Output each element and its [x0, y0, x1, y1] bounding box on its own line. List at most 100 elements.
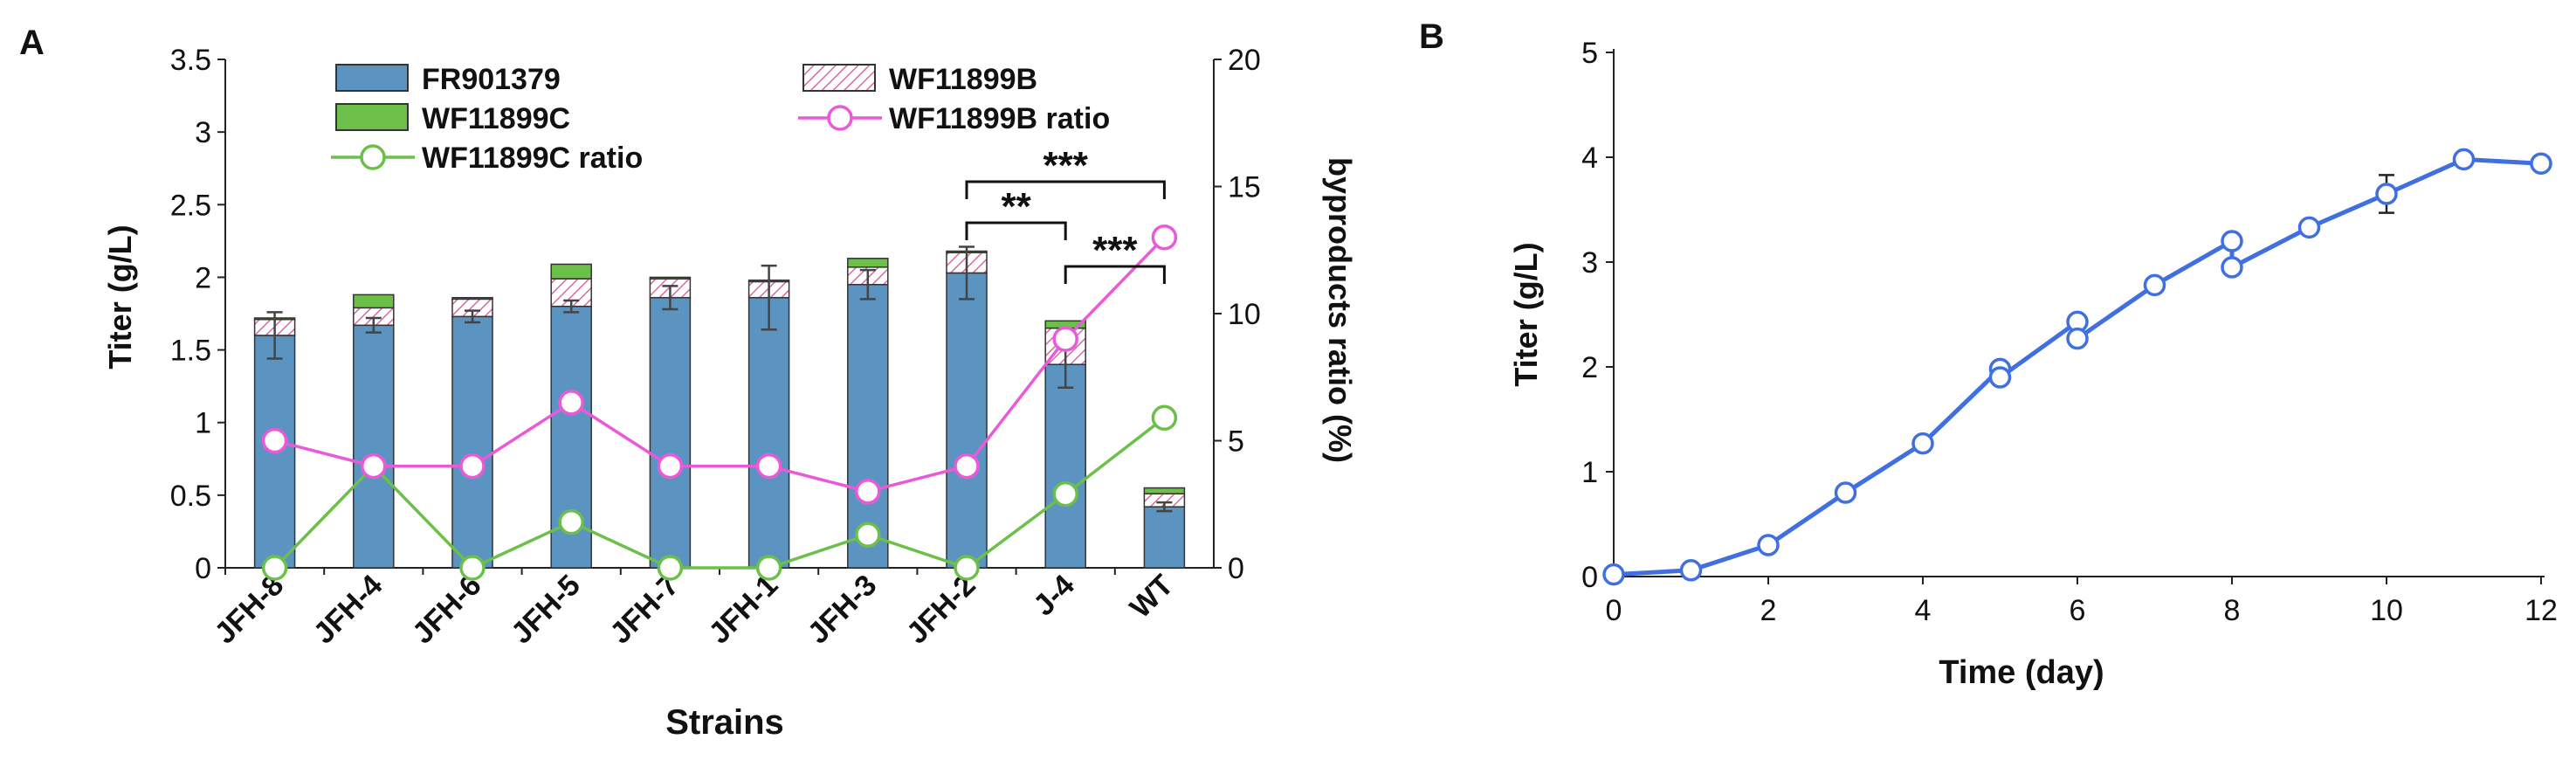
- bar-fr901379: [847, 283, 889, 569]
- panel-a-y-tick-label: 1.5: [170, 335, 211, 368]
- panel-b-x-tick-label: 6: [2070, 594, 2086, 627]
- wf11899c-ratio-line: [273, 416, 1166, 570]
- significance-bracket: [965, 180, 1166, 199]
- titer-point: [2143, 273, 2166, 297]
- wf11899c-ratio-point: [855, 522, 881, 548]
- titer-point: [1757, 534, 1780, 556]
- panel-b-x-tick-label: 2: [1760, 594, 1777, 627]
- wf11899b-ratio-point: [1151, 224, 1178, 251]
- wf11899b-ratio-point: [657, 453, 684, 480]
- bar-wf11899c: [451, 296, 493, 301]
- titer-point: [2375, 183, 2398, 205]
- panel-a-x-tick-label: WT: [1124, 569, 1180, 625]
- bar-wf11899c: [1143, 487, 1186, 494]
- panel-a-y2-tick-label: 10: [1228, 298, 1261, 331]
- titer-point: [1602, 563, 1625, 586]
- wf11899c-ratio-point: [459, 555, 486, 581]
- panel-a-y2-tick-label: 20: [1228, 44, 1261, 77]
- significance-bracket: [965, 221, 1067, 240]
- wf11899b-ratio-point: [261, 427, 288, 454]
- bar-fr901379: [747, 296, 790, 569]
- legend-label: WF11899C: [422, 102, 570, 135]
- panel-a-y-tick-label: 1: [195, 407, 211, 440]
- panel-a-y2-tick-label: 0: [1228, 552, 1244, 585]
- legend-swatch: [335, 103, 409, 131]
- panel-a-y-tick-label: 2.5: [170, 189, 211, 222]
- bar-wf11899c: [847, 258, 889, 268]
- legend-label: FR901379: [422, 63, 561, 96]
- wf11899c-ratio-point: [558, 508, 584, 535]
- wf11899b-ratio-point: [558, 390, 584, 416]
- panel-a-y2-tick-label: 5: [1228, 425, 1244, 459]
- panel-a-x-axis-label: Strains: [665, 703, 784, 742]
- bar-wf11899c: [550, 263, 592, 280]
- titer-point: [1834, 481, 1857, 504]
- panel-a-x-tick-label: J-4: [1027, 569, 1081, 623]
- panel-a-y2-tick-label: 15: [1228, 171, 1261, 204]
- wf11899b-ratio-point: [459, 453, 486, 480]
- significance-bracket: [1064, 265, 1166, 284]
- panel-a-x-tick-label: JFH-2: [900, 569, 982, 651]
- titer-point: [1679, 559, 1703, 582]
- wf11899c-ratio-point: [261, 555, 288, 581]
- panel-b-y-tick-label: 5: [1581, 37, 1598, 70]
- wf11899b-ratio-point: [361, 453, 387, 480]
- legend-marker: [360, 144, 386, 170]
- panel-a-y2-axis-label: byproducts ratio (%): [1322, 157, 1358, 463]
- significance-label: ***: [1043, 144, 1089, 187]
- wf11899c-ratio-point: [1151, 404, 1178, 432]
- panel-b-y-tick-label: 4: [1581, 142, 1598, 175]
- panel-b-x-tick-label: 0: [1606, 594, 1622, 627]
- legend-swatch: [335, 64, 409, 92]
- titer-point: [2221, 256, 2243, 279]
- titer-point: [2297, 216, 2321, 239]
- panel-a-x-tick-label: JFH-4: [307, 569, 389, 651]
- panel-b-x-tick-label: 12: [2524, 594, 2558, 627]
- wf11899b-ratio-point: [1052, 326, 1078, 352]
- panel-a-y-axis-label: Titer (g/L): [102, 225, 138, 369]
- bar-fr901379: [1044, 363, 1086, 569]
- bar-wf11899c: [649, 276, 692, 280]
- panel-b-y-tick-label: 0: [1581, 561, 1598, 594]
- wf11899b-ratio-point: [755, 453, 782, 480]
- panel-b-x-tick-label: 8: [2224, 594, 2241, 627]
- significance-label: ***: [1092, 229, 1138, 272]
- panel-a-y-tick-label: 0: [195, 552, 211, 585]
- wf11899c-ratio-point: [755, 555, 782, 581]
- panel-a-y-tick-label: 3: [195, 116, 211, 149]
- bar-fr901379: [946, 272, 988, 569]
- titer-point: [1988, 366, 2012, 389]
- significance-label: **: [1001, 185, 1031, 228]
- titer-point: [2221, 230, 2243, 252]
- panel-b-y-tick-label: 2: [1581, 351, 1598, 384]
- panel-b-y-tick-label: 3: [1581, 246, 1598, 280]
- panel-a-y-tick-label: 2: [195, 261, 211, 294]
- panel-a-x-tick-label: JFH-7: [603, 569, 685, 651]
- titer-point: [2452, 148, 2476, 171]
- panel-b-letter: B: [1419, 17, 1444, 56]
- panel-b-x-axis-label: Time (day): [1939, 654, 2104, 691]
- panel-a-significance: ********: [965, 144, 1166, 284]
- wf11899b-ratio-point: [855, 478, 881, 505]
- panel-a-x-tick-label: JFH-3: [802, 569, 884, 651]
- titer-point: [1911, 432, 1934, 455]
- legend-swatch: [802, 64, 876, 92]
- panel-a-x-tick-label: JFH-5: [505, 569, 587, 651]
- panel-b-y-tick-label: 1: [1581, 456, 1598, 489]
- panel-a-bars: [253, 245, 1186, 569]
- wf11899b-ratio-point: [954, 453, 980, 480]
- panel-a-x-tick-label: JFH-6: [406, 569, 488, 651]
- wf11899b-ratio-line: [274, 236, 1166, 494]
- panel-a-letter: A: [19, 24, 45, 62]
- panel-b-y-axis-label: Titer (g/L): [1508, 242, 1544, 386]
- legend-marker: [827, 105, 853, 131]
- wf11899c-ratio-point: [657, 555, 684, 581]
- panel-b-x-tick-label: 4: [1915, 594, 1932, 627]
- titer-point: [2066, 327, 2089, 350]
- legend-label: WF11899B: [889, 63, 1037, 96]
- titer-point: [2530, 152, 2552, 175]
- titer-line: [1613, 156, 2542, 577]
- bar-wf11899c: [353, 294, 395, 309]
